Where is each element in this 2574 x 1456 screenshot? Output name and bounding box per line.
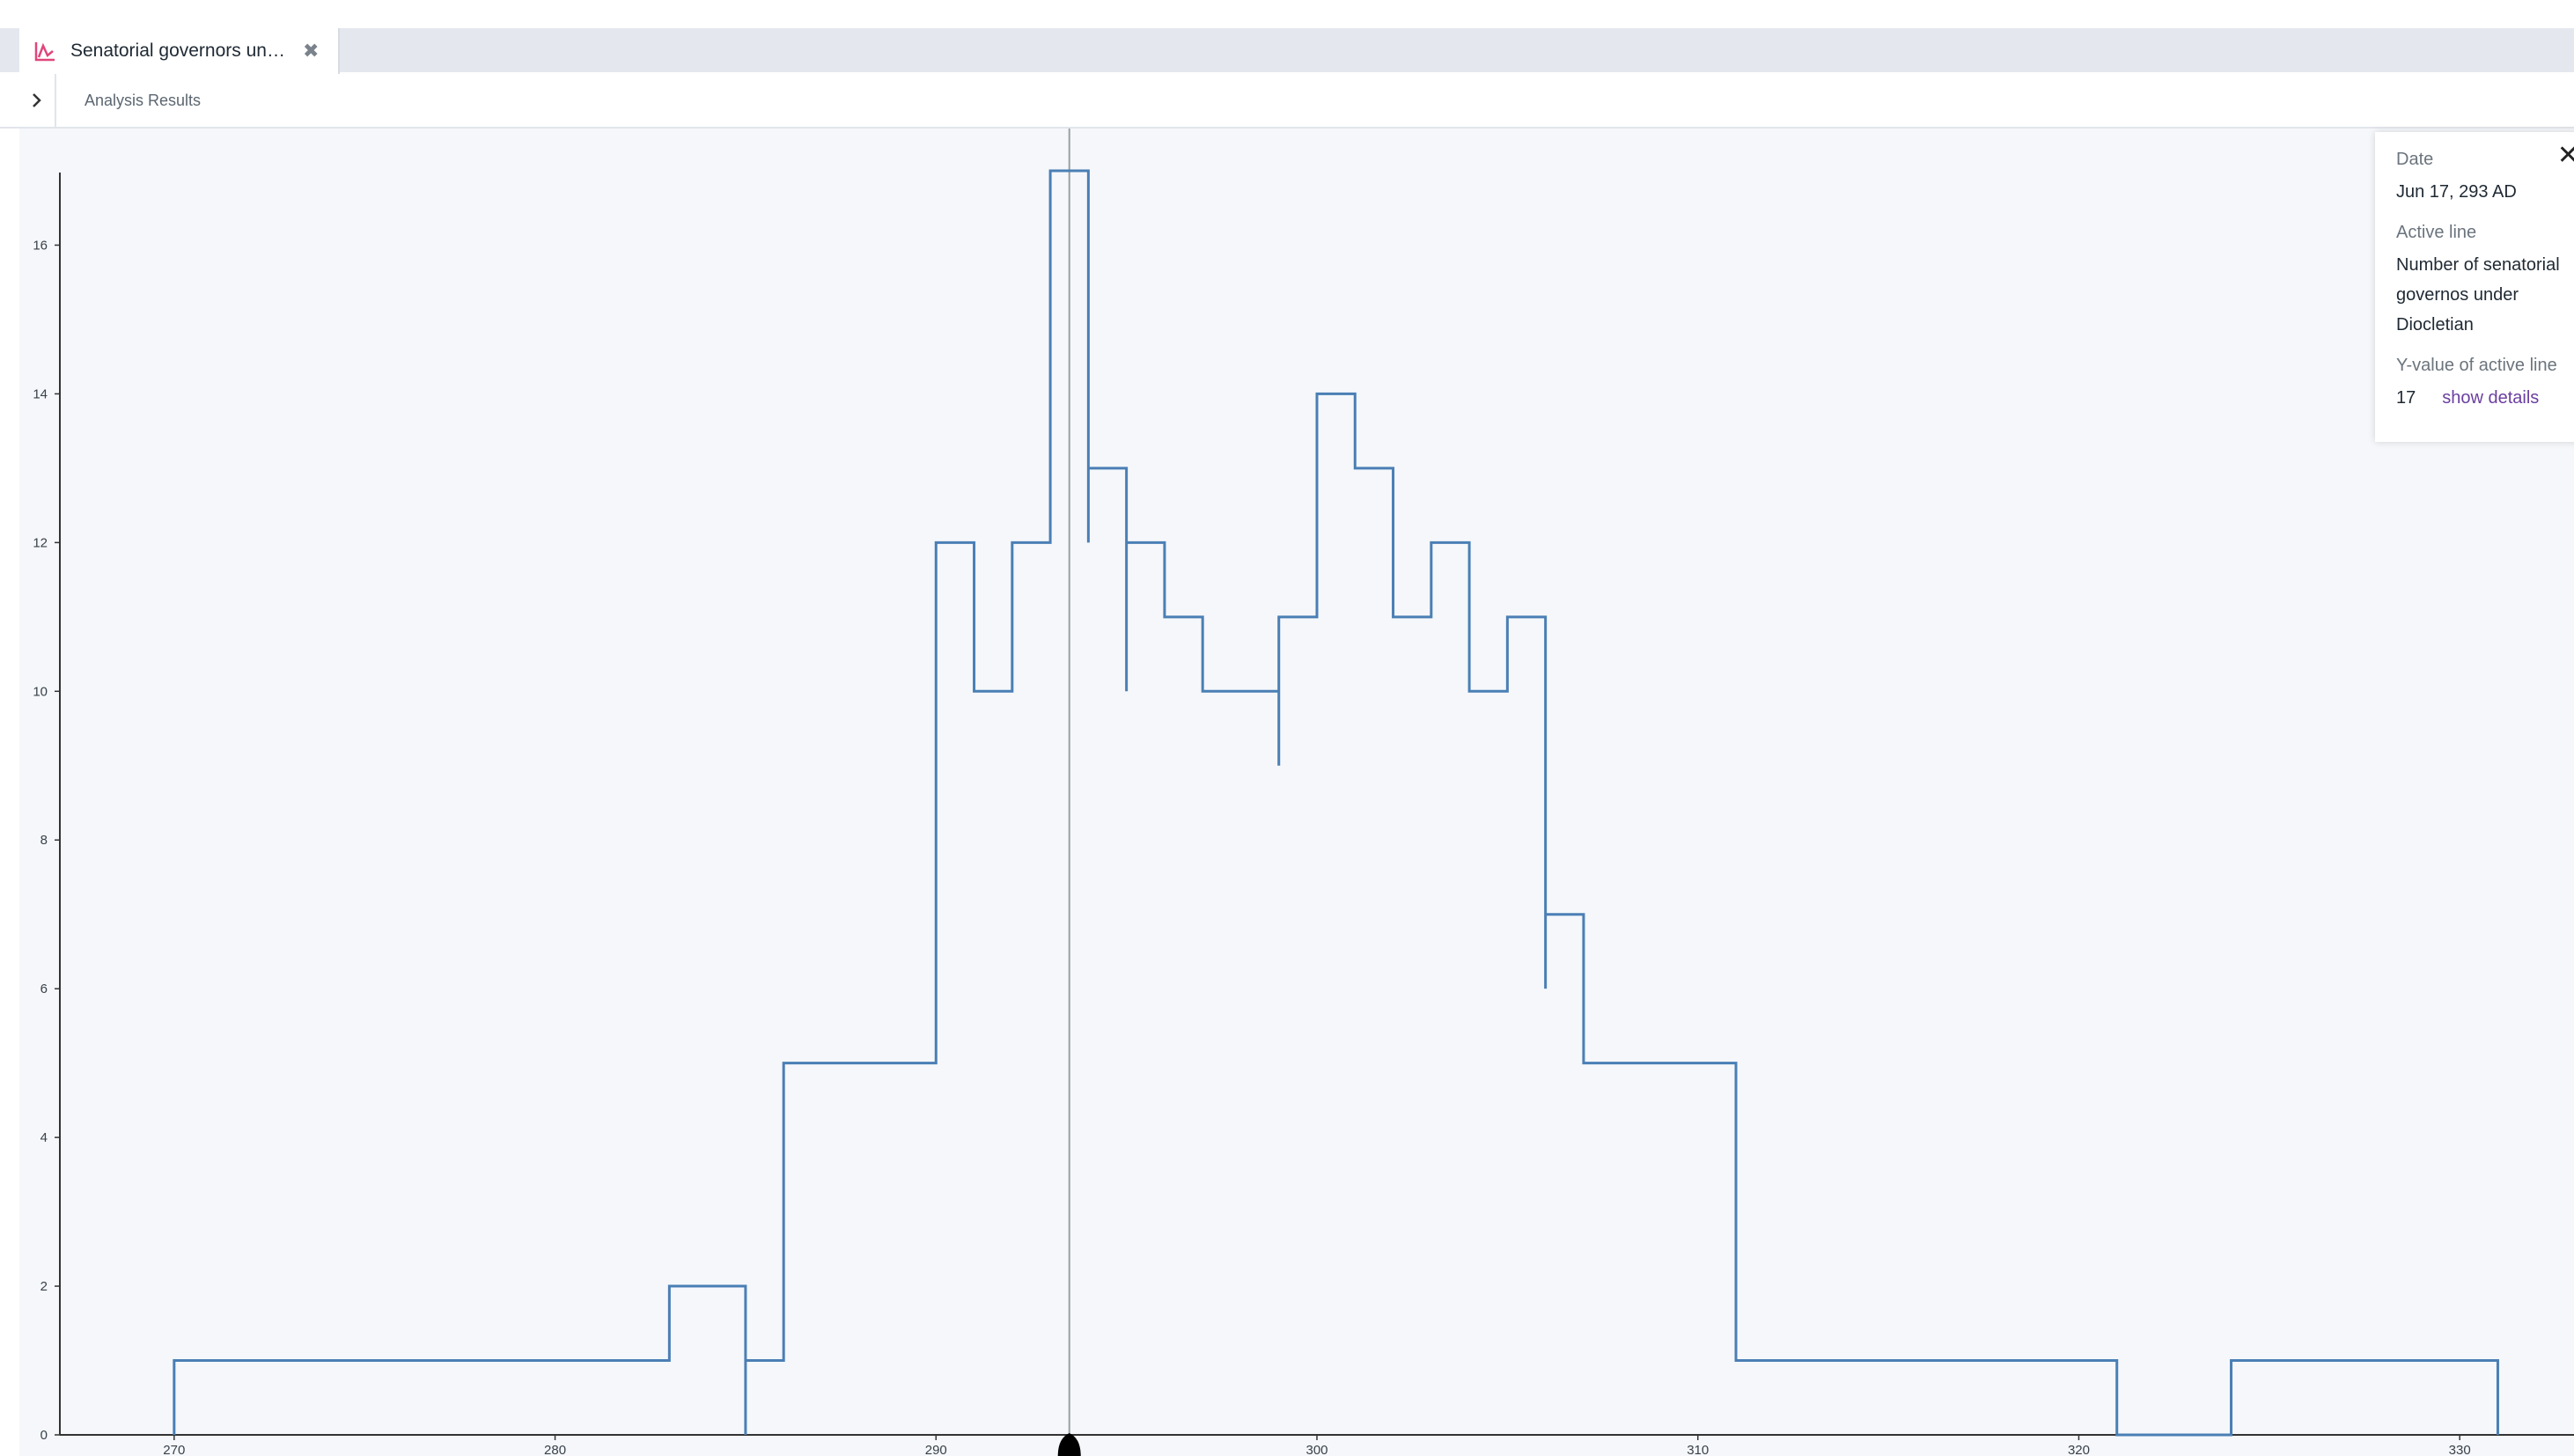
y-tick-label: 10: [33, 684, 48, 699]
tooltip-y-value: 17: [2396, 388, 2416, 408]
tab-senatorial-governors[interactable]: Senatorial governors un… ✖: [19, 28, 340, 74]
tooltip-y-label: Y-value of active line: [2396, 356, 2557, 375]
expand-sidebar-button[interactable]: [19, 74, 56, 127]
x-tick-label: 270: [163, 1443, 185, 1456]
close-tooltip-icon[interactable]: ✕: [2556, 141, 2574, 170]
x-tick-label: 320: [2068, 1443, 2090, 1456]
breadcrumb-analysis-results[interactable]: Analysis Results: [85, 92, 202, 109]
tab-bar: [0, 28, 2574, 72]
hover-tooltip: ✕ Date Jun 17, 293 AD Active line Number…: [2375, 132, 2574, 442]
line-chart-icon: [32, 38, 58, 64]
x-tick-label: 330: [2449, 1443, 2471, 1456]
x-tick-label: 300: [1305, 1443, 1327, 1456]
tooltip-date-value: Jun 17, 293 AD: [2396, 182, 2517, 202]
y-tick-label: 2: [40, 1279, 48, 1294]
tooltip-active-line-value: Number of senatorial governos under Dioc…: [2396, 255, 2560, 335]
tooltip-date-label: Date: [2396, 150, 2434, 169]
y-tick-label: 14: [33, 386, 48, 401]
y-tick-label: 16: [33, 238, 48, 253]
x-tick-label: 290: [925, 1443, 947, 1456]
y-tick-label: 4: [40, 1130, 48, 1145]
breadcrumb: Analysis Results: [0, 74, 2574, 129]
show-details-link[interactable]: show details: [2442, 388, 2540, 408]
series-line[interactable]: [173, 169, 2499, 1437]
y-tick-label: 12: [33, 535, 48, 550]
y-tick-label: 8: [40, 833, 48, 848]
y-tick-label: 6: [40, 982, 48, 996]
y-tick-label: 0: [40, 1428, 48, 1443]
chart-area[interactable]: 0 2 4 6 8 10 12 14 16 270 280 290 300 310 320 330: [19, 129, 2574, 1456]
tooltip-active-line-label: Active line: [2396, 223, 2477, 242]
x-tick-label: 310: [1687, 1443, 1709, 1456]
step-chart[interactable]: 0 2 4 6 8 10 12 14 16 270 280 290 300 310 320 330: [19, 129, 2574, 1456]
tab-title: Senatorial governors un…: [70, 40, 285, 61]
cursor-handle[interactable]: [1057, 1433, 1081, 1456]
x-tick-label: 280: [544, 1443, 566, 1456]
close-icon[interactable]: ✖: [302, 40, 320, 62]
chevron-right-icon: [33, 93, 41, 107]
